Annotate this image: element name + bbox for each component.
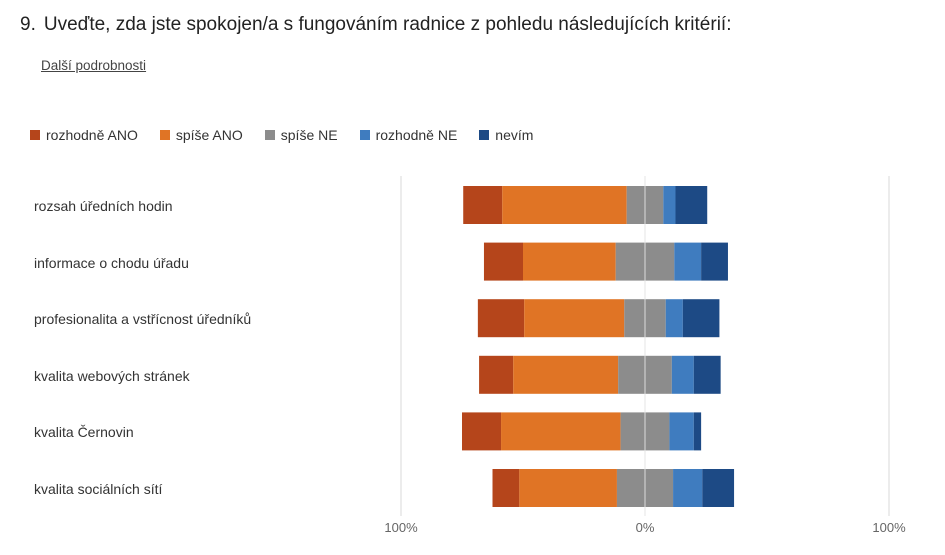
category-label: rozsah úředních hodin (34, 198, 173, 214)
bar-segment (701, 242, 728, 281)
bar-segment (674, 242, 702, 281)
bar-segment (519, 469, 617, 507)
bar-segment (502, 186, 627, 224)
bar-segment (483, 242, 523, 281)
category-label: profesionalita a vstřícnost úředníků (34, 311, 252, 327)
legend-label: spíše NE (280, 127, 338, 143)
bar-segment (673, 469, 703, 507)
x-tick-label: 100% (384, 520, 418, 535)
bar-segment (463, 186, 503, 224)
bar-segment (671, 355, 694, 394)
bar-segment (524, 299, 625, 338)
question-title: 9. Uveďte, zda jste spokojen/a s fungován… (20, 14, 731, 36)
bar-segment (492, 469, 520, 507)
legend-label: rozhodně NE (375, 127, 458, 143)
category-label: kvalita webových stránek (34, 368, 190, 384)
legend-swatch (359, 130, 370, 140)
bar-segment (523, 242, 616, 281)
bar-segment (665, 299, 683, 338)
x-tick-label: 100% (872, 520, 906, 535)
bar-segment (501, 412, 621, 451)
question-number: 9. (20, 14, 36, 35)
category-label: kvalita Černovin (34, 424, 134, 440)
legend-swatch (264, 130, 275, 140)
chart-legend: rozhodně ANO spíše ANO spíše NE rozhodně… (30, 127, 555, 143)
question-text: Uveďte, zda jste spokojen/a s fungováním… (43, 14, 732, 35)
legend-label: spíše ANO (175, 127, 243, 143)
bar-segment (702, 469, 735, 507)
legend-item-spise-ne: spíše NE (264, 127, 338, 143)
bar-segment (675, 186, 708, 224)
x-tick-label: 0% (636, 520, 655, 535)
bar-segment (669, 412, 694, 451)
bar-segment (479, 355, 514, 394)
bar-segment (693, 355, 721, 394)
legend-label: rozhodně ANO (46, 127, 138, 143)
legend-swatch (159, 130, 170, 140)
bar-segment (477, 299, 525, 338)
bar-segment (462, 412, 502, 451)
category-label: kvalita sociálních sítí (34, 481, 163, 497)
category-label: informace o chodu úřadu (34, 255, 189, 271)
legend-item-spise-ano: spíše ANO (159, 127, 243, 143)
legend-item-nevim: nevím (479, 127, 533, 143)
bar-segment (682, 299, 720, 338)
bar-segment (513, 355, 619, 394)
legend-item-rozhodne-ne: rozhodně NE (359, 127, 458, 143)
legend-label: nevím (495, 127, 534, 143)
legend-swatch (479, 130, 490, 140)
legend-item-rozhodne-ano: rozhodně ANO (30, 127, 138, 143)
bar-segment (693, 412, 702, 451)
more-details-link[interactable]: Další podrobnosti (41, 58, 147, 73)
legend-swatch (30, 130, 40, 140)
bar-segment (663, 186, 676, 224)
